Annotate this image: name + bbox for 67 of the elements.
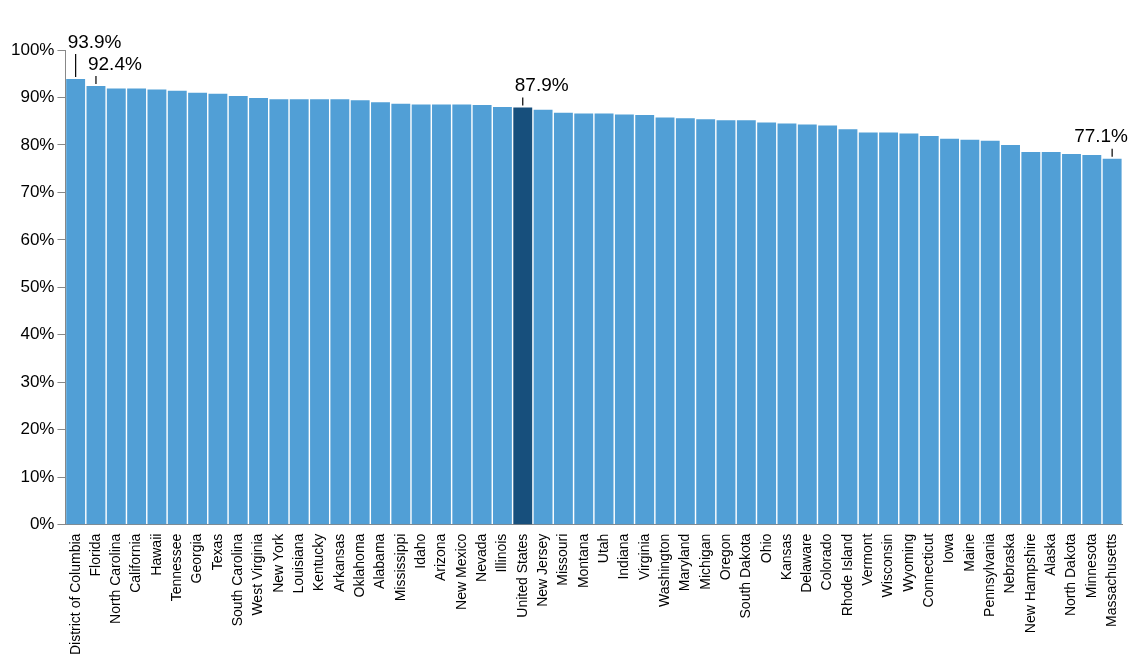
x-tick-label: Kansas bbox=[777, 533, 794, 581]
x-tick-label: Georgia bbox=[188, 533, 205, 584]
x-tick-label: Ohio bbox=[757, 533, 774, 564]
y-tick-label: 10% bbox=[20, 466, 55, 486]
x-tick-label: Washington bbox=[655, 533, 672, 608]
x-tick-label: New Mexico bbox=[452, 533, 469, 610]
x-tick-label: Alabama bbox=[371, 533, 388, 589]
x-tick-label: Maine bbox=[960, 533, 977, 572]
x-tick-label: Rhode Island bbox=[838, 533, 855, 617]
x-tick-label: Vermont bbox=[859, 533, 876, 586]
x-tick-label: Virginia bbox=[635, 533, 652, 581]
x-tick-label: New York bbox=[269, 532, 286, 593]
y-tick-label: 0% bbox=[29, 514, 55, 534]
y-tick-label: 100% bbox=[11, 39, 55, 59]
x-tick-label: Oklahoma bbox=[351, 533, 368, 598]
x-tick-label: Nebraska bbox=[1001, 533, 1018, 594]
y-tick-label: 70% bbox=[20, 182, 55, 202]
x-tick-label: South Dakota bbox=[737, 533, 754, 619]
x-tick-label: Iowa bbox=[940, 533, 957, 564]
x-tick-label: Idaho bbox=[412, 533, 428, 569]
y-tick-label: 50% bbox=[20, 277, 55, 296]
y-tick-label: 90% bbox=[20, 87, 55, 107]
x-tick-label: Texas bbox=[208, 533, 225, 571]
x-tick-label: Arizona bbox=[432, 533, 449, 582]
x-tick-label: Illinois bbox=[493, 533, 510, 573]
x-tick-label: New Jersey bbox=[533, 533, 550, 607]
x-tick-label: California bbox=[127, 533, 144, 593]
x-tick-label: Indiana bbox=[615, 533, 632, 580]
x-tick-label: Utah bbox=[594, 533, 611, 564]
x-tick-label: Arkansas bbox=[330, 533, 347, 592]
x-tick-label: West Virginia bbox=[249, 533, 266, 616]
y-tick-label: 40% bbox=[20, 324, 55, 344]
x-tick-label: Minnesota bbox=[1082, 533, 1099, 599]
x-tick-label: United States bbox=[513, 533, 530, 618]
annotation: 93.9% bbox=[67, 30, 122, 52]
annotation: 77.1% bbox=[1074, 125, 1129, 147]
x-tick-label: Massachusetts bbox=[1103, 533, 1119, 628]
x-tick-label: District of Columbia bbox=[66, 533, 83, 656]
x-tick-label: Oregon bbox=[716, 533, 733, 581]
x-tick-label: South Carolina bbox=[229, 533, 246, 627]
y-tick-label: 20% bbox=[20, 419, 55, 439]
x-tick-label: Florida bbox=[86, 533, 103, 577]
x-tick-label: Alaska bbox=[1042, 533, 1059, 576]
x-tick-label: Tennessee bbox=[168, 533, 185, 602]
x-tick-label: Mississippi bbox=[391, 533, 408, 602]
x-tick-label: Wisconsin bbox=[879, 533, 896, 598]
x-tick-label: Louisiana bbox=[290, 533, 307, 594]
annotation: 92.4% bbox=[87, 52, 142, 74]
x-tick-label: Pennsylvania bbox=[981, 533, 998, 617]
y-tick-label: 30% bbox=[20, 371, 55, 391]
x-tick-label: Maryland bbox=[676, 533, 693, 592]
x-tick-label: Wyoming bbox=[899, 533, 916, 592]
x-tick-label: Hawaii bbox=[147, 533, 164, 576]
y-tick-label: 60% bbox=[20, 229, 55, 249]
x-tick-label: Connecticut bbox=[920, 533, 937, 608]
x-tick-label: Michigan bbox=[696, 533, 713, 590]
x-tick-label: Nevada bbox=[472, 533, 489, 582]
x-tick-label: North Dakota bbox=[1062, 533, 1079, 617]
x-tick-label: Kentucky bbox=[310, 533, 327, 592]
x-tick-label: New Hampshire bbox=[1021, 533, 1038, 634]
x-tick-label: Montana bbox=[574, 533, 591, 589]
x-tick-label: Colorado bbox=[818, 533, 835, 591]
annotation: 87.9% bbox=[514, 74, 569, 96]
y-tick-label: 80% bbox=[20, 134, 55, 154]
x-tick-label: Missouri bbox=[554, 533, 571, 586]
x-tick-label: Delaware bbox=[798, 533, 815, 593]
x-tick-label: North Carolina bbox=[107, 533, 124, 624]
